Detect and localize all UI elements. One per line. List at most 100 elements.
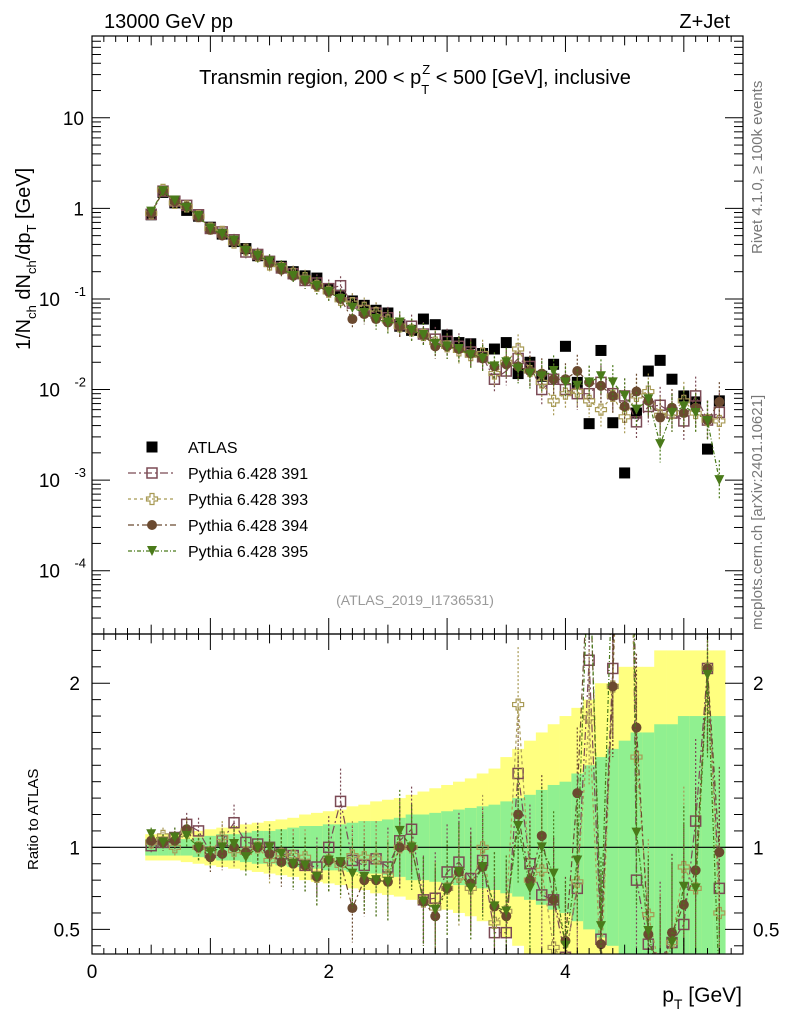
ratio-point bbox=[631, 827, 642, 838]
analysis-tag: (ATLAS_2019_I1736531) bbox=[336, 592, 494, 608]
data-point bbox=[571, 385, 584, 398]
ratio-point bbox=[276, 848, 287, 859]
ratio-point bbox=[666, 937, 677, 948]
band-inner bbox=[666, 724, 679, 954]
ratio-point bbox=[642, 908, 655, 921]
data-point bbox=[713, 414, 726, 428]
data-point bbox=[572, 380, 583, 391]
ratio-point bbox=[323, 855, 334, 866]
ratio-point bbox=[678, 899, 689, 910]
ratio-point bbox=[181, 830, 192, 841]
data-point bbox=[300, 275, 311, 286]
data-point bbox=[513, 363, 524, 374]
data-point bbox=[594, 403, 608, 416]
data-point bbox=[429, 319, 441, 331]
legend-marker bbox=[147, 546, 157, 556]
ratio-point bbox=[442, 883, 453, 894]
y-tick-label: 10 bbox=[39, 471, 60, 492]
data-point bbox=[547, 394, 560, 407]
data-point bbox=[252, 250, 263, 261]
ratio-point bbox=[311, 871, 322, 882]
ratio-point bbox=[595, 921, 606, 932]
ratio-y-tick-label-right: 2 bbox=[753, 674, 764, 695]
ratio-point bbox=[430, 904, 441, 915]
ratio-point bbox=[524, 883, 535, 894]
ratio-point bbox=[583, 711, 596, 724]
legend-label: ATLAS bbox=[188, 440, 238, 457]
data-point bbox=[501, 357, 512, 368]
top-panel-series bbox=[145, 183, 726, 500]
y-tick-label: 10 bbox=[39, 381, 60, 402]
data-point bbox=[512, 342, 525, 356]
data-point bbox=[535, 376, 548, 389]
ratio-point bbox=[572, 855, 583, 866]
ratio-point bbox=[394, 825, 405, 836]
legend-label: Pythia 6.428 395 bbox=[188, 544, 308, 561]
data-point bbox=[371, 314, 382, 325]
ratio-point bbox=[690, 883, 701, 894]
data-point bbox=[240, 245, 251, 256]
mcplots-label: mcplots.cern.ch [arXiv:2401.10621] bbox=[749, 395, 766, 630]
ratio-point bbox=[608, 549, 618, 559]
ratio-point bbox=[217, 842, 228, 853]
x-tick-label: 0 bbox=[87, 962, 98, 983]
legend-marker bbox=[147, 520, 157, 530]
ratio-point bbox=[288, 858, 299, 869]
ratio-point bbox=[595, 939, 606, 950]
data-point bbox=[655, 439, 666, 450]
legend-label: Pythia 6.428 391 bbox=[188, 466, 308, 483]
ratio-point bbox=[513, 821, 524, 831]
y-tick-label: 1 bbox=[73, 199, 84, 220]
data-point bbox=[642, 365, 654, 377]
data-point bbox=[158, 186, 169, 197]
ratio-point bbox=[406, 842, 417, 853]
data-point bbox=[382, 317, 393, 328]
plot-title-part-2: < 500 [GeV], inclusive bbox=[430, 67, 631, 89]
x-tick-label: 4 bbox=[560, 962, 571, 983]
ratio-point bbox=[584, 537, 594, 547]
header-process: Z+Jet bbox=[679, 11, 730, 33]
ratio-point bbox=[655, 965, 666, 976]
ratio-point bbox=[476, 841, 489, 854]
data-point bbox=[335, 293, 346, 304]
data-point bbox=[288, 270, 299, 281]
plot-title-part-1: Transmin region, 200 < p bbox=[199, 67, 421, 89]
header-collision-energy: 13000 GeV pp bbox=[104, 11, 233, 33]
ratio-point bbox=[477, 862, 488, 873]
ratio-point bbox=[347, 868, 358, 879]
ratio-point bbox=[369, 852, 383, 865]
data-point bbox=[678, 401, 689, 412]
series-line bbox=[150, 188, 720, 422]
data-point bbox=[418, 330, 429, 340]
legend-marker bbox=[146, 441, 158, 453]
data-point bbox=[465, 350, 476, 361]
ratio-point bbox=[488, 916, 501, 929]
data-point bbox=[631, 386, 642, 397]
top-y-axis-label: 1/Nch dNch/dpT [GeV] bbox=[13, 168, 39, 350]
data-point bbox=[169, 195, 180, 206]
data-point bbox=[205, 223, 216, 234]
data-point bbox=[666, 373, 678, 385]
ratio-point bbox=[620, 117, 630, 127]
ratio-y-tick-label: 0.5 bbox=[54, 920, 80, 941]
data-point bbox=[559, 387, 572, 400]
data-point bbox=[631, 404, 642, 415]
x-tick-label: 2 bbox=[323, 962, 334, 983]
legend: ATLAS Pythia 6.428 391 Pythia 6.428 393 Pyt… bbox=[128, 440, 308, 561]
data-point bbox=[584, 377, 595, 388]
y-tick-label: 10 bbox=[63, 109, 84, 130]
data-point bbox=[619, 467, 631, 479]
data-point bbox=[595, 344, 607, 356]
ratio-y-tick-label-right: 0.5 bbox=[753, 920, 779, 941]
series-pythia-6-428-393 bbox=[145, 183, 726, 441]
data-point bbox=[595, 371, 606, 382]
data-point bbox=[607, 377, 618, 388]
ratio-point bbox=[465, 883, 476, 894]
plot-title: Transmin region, 200 < pTZ < 500 [GeV], … bbox=[199, 62, 631, 97]
ratio-point bbox=[418, 896, 429, 907]
data-point bbox=[654, 354, 666, 366]
series-pythia-6-428-395 bbox=[146, 186, 725, 500]
data-point bbox=[655, 412, 666, 423]
axes: 0 2 4 10 1 10 -1 10 -2 10 -3 10 -4 0.5 0.5 1 1 2 2 bbox=[39, 35, 779, 983]
ratio-point bbox=[654, 953, 666, 954]
